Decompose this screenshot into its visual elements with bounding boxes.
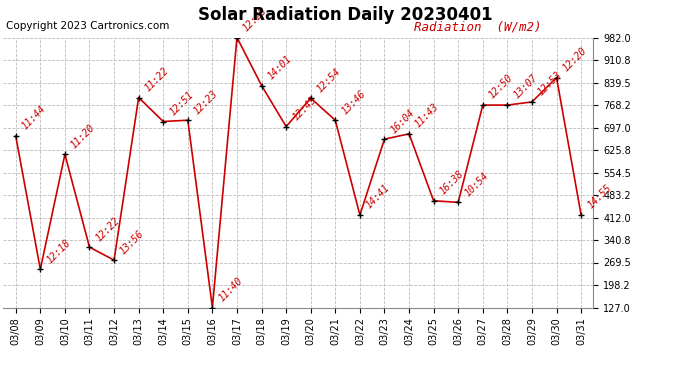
Text: 12:51: 12:51 [168,90,195,117]
Text: 12:28: 12:28 [241,6,269,33]
Text: 12:20: 12:20 [561,46,589,74]
Text: 11:22: 11:22 [143,66,170,93]
Text: Radiation  (W/m2): Radiation (W/m2) [414,21,542,34]
Text: Copyright 2023 Cartronics.com: Copyright 2023 Cartronics.com [6,21,169,31]
Text: 12:45: 12:45 [290,94,318,122]
Text: 14:01: 14:01 [266,54,293,81]
Text: 13:56: 13:56 [118,228,146,256]
Text: 12:23: 12:23 [192,88,220,116]
Text: 10:54: 10:54 [462,170,490,198]
Text: 13:46: 13:46 [339,88,367,116]
Text: 11:40: 11:40 [217,276,244,303]
Text: 12:50: 12:50 [487,73,515,101]
Text: 16:04: 16:04 [388,107,417,135]
Text: 12:53: 12:53 [536,70,564,98]
Text: 12:22: 12:22 [94,215,121,243]
Text: 14:55: 14:55 [585,183,613,211]
Text: 11:43: 11:43 [413,102,441,130]
Text: 11:44: 11:44 [20,104,48,132]
Text: 16:38: 16:38 [437,169,466,196]
Text: Solar Radiation Daily 20230401: Solar Radiation Daily 20230401 [198,6,492,24]
Text: 11:20: 11:20 [69,122,97,150]
Text: 13:07: 13:07 [511,73,540,101]
Text: 12:18: 12:18 [44,237,72,265]
Text: 14:41: 14:41 [364,183,392,211]
Text: 12:54: 12:54 [315,66,343,94]
